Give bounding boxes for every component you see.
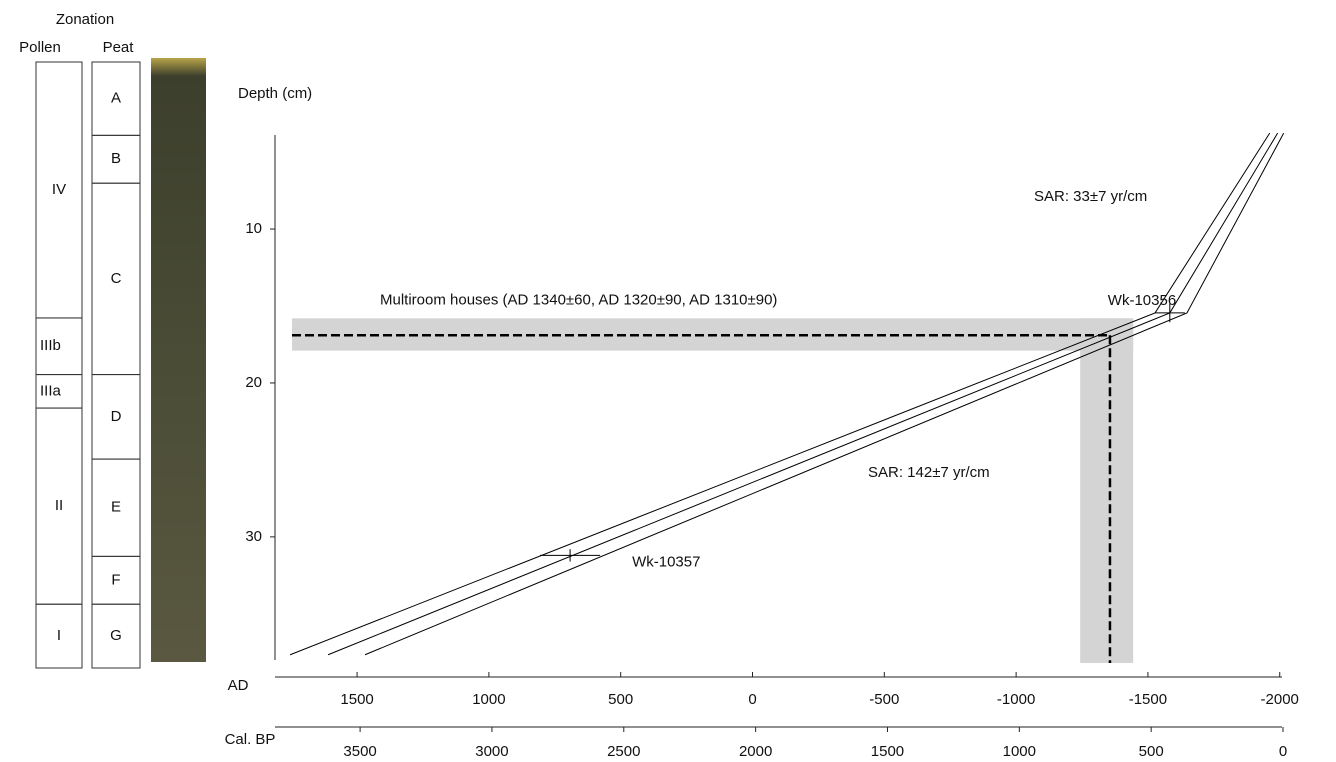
peat-zone-label: G	[110, 627, 122, 644]
x2-tick-label: 1500	[871, 743, 904, 760]
x-axis-label: AD	[228, 677, 249, 694]
annotation: SAR: 33±7 yr/cm	[1034, 188, 1147, 205]
x2-tick-label: 3000	[475, 743, 508, 760]
x-tick-label: -1000	[997, 691, 1035, 708]
peat-header: Peat	[103, 39, 135, 56]
x-tick-label: 1000	[472, 691, 505, 708]
peat-zone-label: D	[111, 408, 122, 425]
pollen-zone-label: I	[57, 627, 61, 644]
model-line	[327, 132, 1279, 656]
pollen-zone-label: IV	[52, 181, 66, 198]
pollen-zone-label: IIIb	[40, 337, 61, 354]
x-tick-label: 1500	[340, 691, 373, 708]
x-tick-label: -500	[869, 691, 899, 708]
peat-zone	[91, 603, 141, 669]
date-label: Wk-10357	[632, 553, 700, 570]
pollen-header: Pollen	[19, 39, 61, 56]
zonation-title: Zonation	[56, 11, 114, 28]
y-tick-label: 30	[245, 528, 262, 545]
pollen-zone-label: II	[55, 497, 63, 514]
age-band	[1080, 318, 1134, 663]
peat-zone-label: A	[111, 90, 121, 107]
core-photo	[151, 58, 206, 662]
pollen-zone-label: IIIa	[40, 382, 62, 399]
date-label: Wk-10356	[1108, 292, 1176, 309]
x-tick-label: -2000	[1261, 691, 1299, 708]
x-tick-label: 500	[608, 691, 633, 708]
event-label: Multiroom houses (AD 1340±60, AD 1320±90…	[380, 291, 777, 308]
annotation: SAR: 142±7 yr/cm	[868, 464, 990, 481]
model-line	[364, 132, 1285, 656]
y-axis-label: Depth (cm)	[238, 85, 312, 102]
x2-tick-label: 2500	[607, 743, 640, 760]
y-tick-label: 20	[245, 374, 262, 391]
peat-zone-label: F	[111, 571, 120, 588]
x2-tick-label: 2000	[739, 743, 772, 760]
x-tick-label: -1500	[1129, 691, 1167, 708]
x2-tick-label: 0	[1279, 743, 1287, 760]
x-tick-label: 0	[748, 691, 756, 708]
x2-axis-label: Cal. BP	[225, 731, 276, 748]
x2-tick-label: 1000	[1003, 743, 1036, 760]
peat-zone-label: E	[111, 499, 121, 516]
x2-tick-label: 3500	[343, 743, 376, 760]
y-tick-label: 10	[245, 220, 262, 237]
peat-zone-label: B	[111, 150, 121, 167]
peat-zone-label: C	[111, 270, 122, 287]
pollen-zone	[35, 603, 83, 669]
x2-tick-label: 500	[1139, 743, 1164, 760]
